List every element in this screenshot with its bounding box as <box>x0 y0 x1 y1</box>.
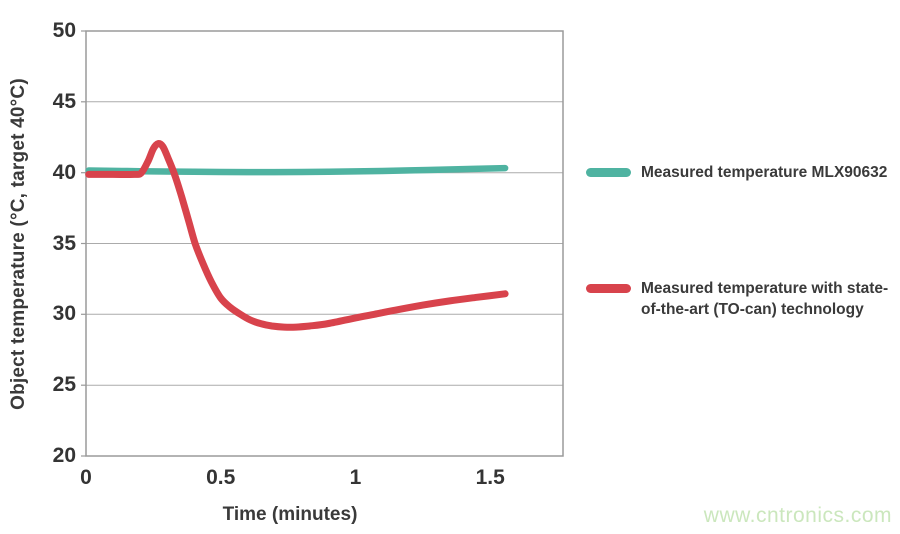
legend-label-tocan: Measured temperature with state-of-the-a… <box>641 280 889 318</box>
x-tick-label: 1 <box>349 466 362 489</box>
x-tick-label: 1.5 <box>475 466 505 489</box>
y-tick-label: 40 <box>52 160 76 184</box>
x-axis-title: Time (minutes) <box>222 504 358 525</box>
y-tick-label: 20 <box>52 444 76 467</box>
x-tick-label: 0.5 <box>206 466 236 489</box>
legend-item-mlx90632: Measured temperature MLX90632 <box>586 162 887 183</box>
y-tick-label: 35 <box>52 231 76 255</box>
y-tick-label: 50 <box>52 19 76 42</box>
y-tick-label: 25 <box>52 373 76 397</box>
y-tick-label: 30 <box>52 302 76 326</box>
series-line-1 <box>85 140 509 331</box>
legend-swatch-tocan-icon <box>586 284 631 293</box>
legend-label-mlx90632: Measured temperature MLX90632 <box>641 164 888 181</box>
legend-item-tocan: Measured temperature with state-of-the-a… <box>586 278 896 320</box>
x-tick-label: 0 <box>80 466 92 489</box>
legend-swatch-mlx90632-icon <box>586 168 631 177</box>
watermark: www.cntronics.com <box>703 504 892 527</box>
series-line-0 <box>85 164 509 176</box>
y-tick-label: 45 <box>52 89 76 113</box>
